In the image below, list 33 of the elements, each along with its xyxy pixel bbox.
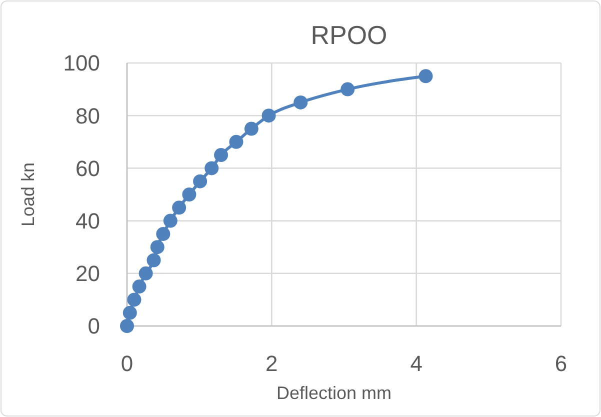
y-tick-label: 0 (88, 314, 100, 339)
point (244, 122, 258, 136)
point (150, 240, 164, 254)
point (156, 226, 170, 241)
point (127, 292, 142, 307)
point (193, 174, 208, 188)
point (340, 82, 355, 96)
point (163, 214, 178, 228)
chart-title: RPOO (310, 20, 388, 50)
y-tick-label: 80 (76, 103, 100, 128)
point (214, 148, 228, 162)
point (294, 95, 308, 110)
x-tick-label: 6 (554, 351, 568, 376)
y-tick-label: 100 (63, 50, 100, 76)
point (120, 319, 134, 333)
y-tick-label: 60 (76, 156, 100, 181)
y-tick-label: 20 (76, 261, 100, 286)
x-tick-label: 0 (120, 351, 134, 376)
x-tick-label: 2 (266, 351, 278, 376)
point (182, 188, 196, 202)
point (204, 161, 219, 176)
y-tick-label: 40 (76, 208, 100, 234)
point (138, 266, 153, 280)
y-axis-title: Load kn (18, 162, 38, 227)
point (122, 306, 137, 320)
point (229, 134, 244, 149)
x-axis-title: Deflection mm (276, 383, 392, 403)
point (146, 253, 161, 268)
point (172, 200, 186, 215)
x-tick-label: 4 (410, 351, 422, 376)
point (262, 108, 276, 123)
point (132, 280, 146, 294)
point (418, 69, 433, 84)
